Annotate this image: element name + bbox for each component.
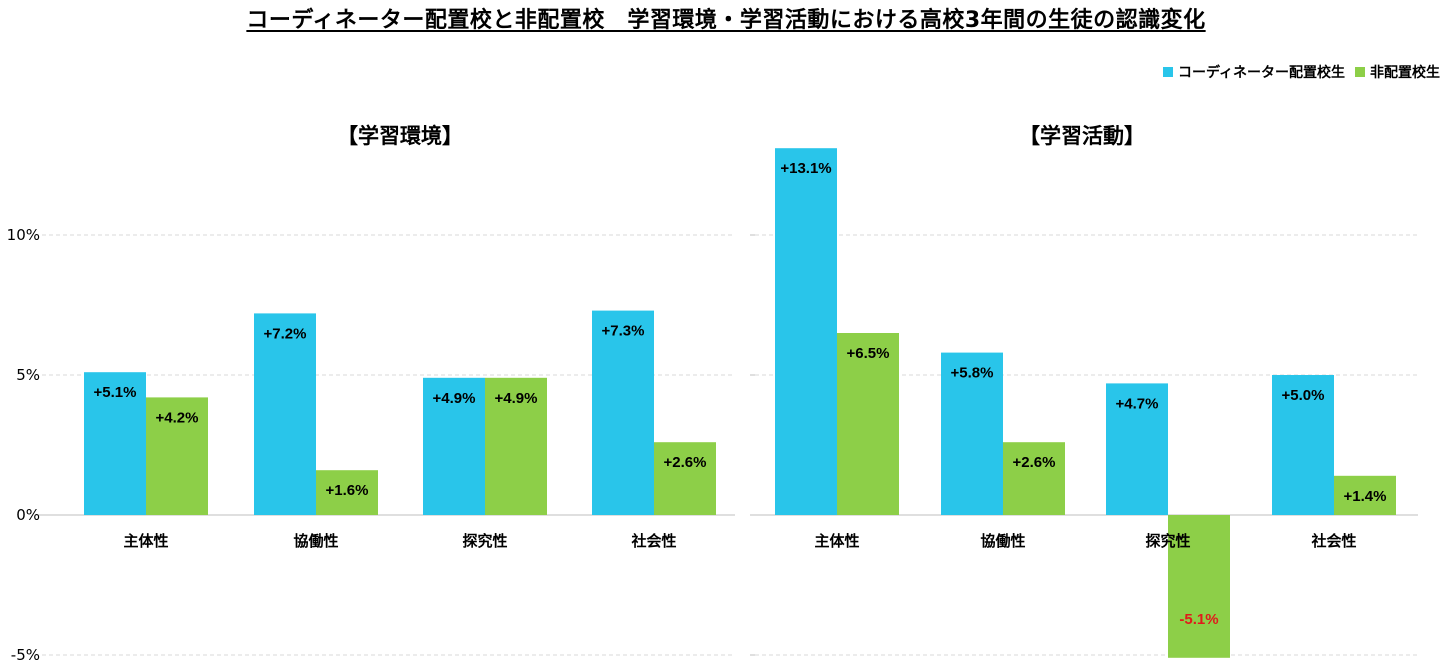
- bar-activity-coordinator-2: [1106, 383, 1168, 515]
- bar-activity-non-coordinator-3: [1334, 475, 1396, 515]
- y-tick-label: 10%: [7, 226, 40, 244]
- bar-activity-non-coordinator-2: [1168, 515, 1230, 658]
- x-tick-label: 探究性: [462, 532, 507, 550]
- panel-title-activity: 【学習活動】: [1019, 124, 1145, 148]
- bar-environment-non-coordinator-0: [146, 397, 208, 515]
- x-tick-label: 社会性: [630, 532, 676, 550]
- legend-label-coordinator: コーディネーター配置校生: [1177, 65, 1345, 81]
- data-label: +13.1%: [780, 160, 831, 177]
- data-label: -5.1%: [1179, 611, 1218, 628]
- bar-environment-non-coordinator-1: [316, 470, 378, 515]
- data-label: +7.2%: [264, 325, 307, 342]
- data-label: +4.2%: [156, 409, 199, 426]
- data-label: +2.6%: [664, 454, 707, 471]
- bar-environment-coordinator-1: [254, 313, 316, 515]
- legend-swatch-coordinator: [1162, 67, 1173, 77]
- x-tick-label: 社会性: [1310, 532, 1356, 550]
- x-tick-label: 協働性: [293, 532, 338, 550]
- data-label: +4.9%: [433, 390, 476, 407]
- bar-environment-coordinator-2: [423, 377, 485, 515]
- bar-activity-coordinator-1: [941, 352, 1003, 515]
- data-label: +7.3%: [602, 323, 645, 340]
- legend-item-coordinator: コーディネーター配置校生: [1162, 62, 1345, 82]
- x-tick-label: 探究性: [1145, 532, 1190, 550]
- data-label: +1.6%: [326, 482, 369, 499]
- bar-environment-non-coordinator-2: [485, 377, 547, 515]
- bar-environment-coordinator-0: [84, 372, 146, 515]
- x-tick-label: 協働性: [980, 532, 1025, 550]
- x-tick-label: 主体性: [814, 532, 859, 550]
- bar-environment-non-coordinator-3: [654, 442, 716, 515]
- bar-activity-coordinator-0: [775, 148, 837, 515]
- panel-title-environment: 【学習環境】: [337, 124, 463, 148]
- y-tick-label: 0%: [16, 506, 40, 524]
- bar-activity-non-coordinator-1: [1003, 442, 1065, 515]
- data-label: +5.1%: [94, 384, 137, 401]
- bar-activity-coordinator-3: [1272, 375, 1334, 515]
- bar-activity-non-coordinator-0: [837, 333, 899, 515]
- chart-main-title: コーディネーター配置校と非配置校 学習環境・学習活動における高校3年間の生徒の認…: [246, 8, 1206, 33]
- data-label: +5.0%: [1282, 387, 1325, 404]
- data-label: +4.7%: [1116, 395, 1159, 412]
- legend-item-non-coordinator: 非配置校生: [1355, 62, 1440, 82]
- bar-environment-coordinator-3: [592, 310, 654, 515]
- y-tick-label: -5%: [11, 646, 40, 662]
- legend-swatch-non-coordinator: [1355, 67, 1365, 77]
- legend-label-non-coordinator: 非配置校生: [1370, 65, 1440, 81]
- y-tick-label: 5%: [16, 366, 40, 384]
- data-label: +4.9%: [495, 390, 538, 407]
- data-label: +1.4%: [1344, 488, 1387, 505]
- x-tick-label: 主体性: [123, 532, 168, 550]
- data-label: +2.6%: [1013, 454, 1056, 471]
- legend: コーディネーター配置校生 非配置校生: [1153, 62, 1440, 82]
- data-label: +5.8%: [951, 365, 994, 382]
- data-label: +6.5%: [847, 345, 890, 362]
